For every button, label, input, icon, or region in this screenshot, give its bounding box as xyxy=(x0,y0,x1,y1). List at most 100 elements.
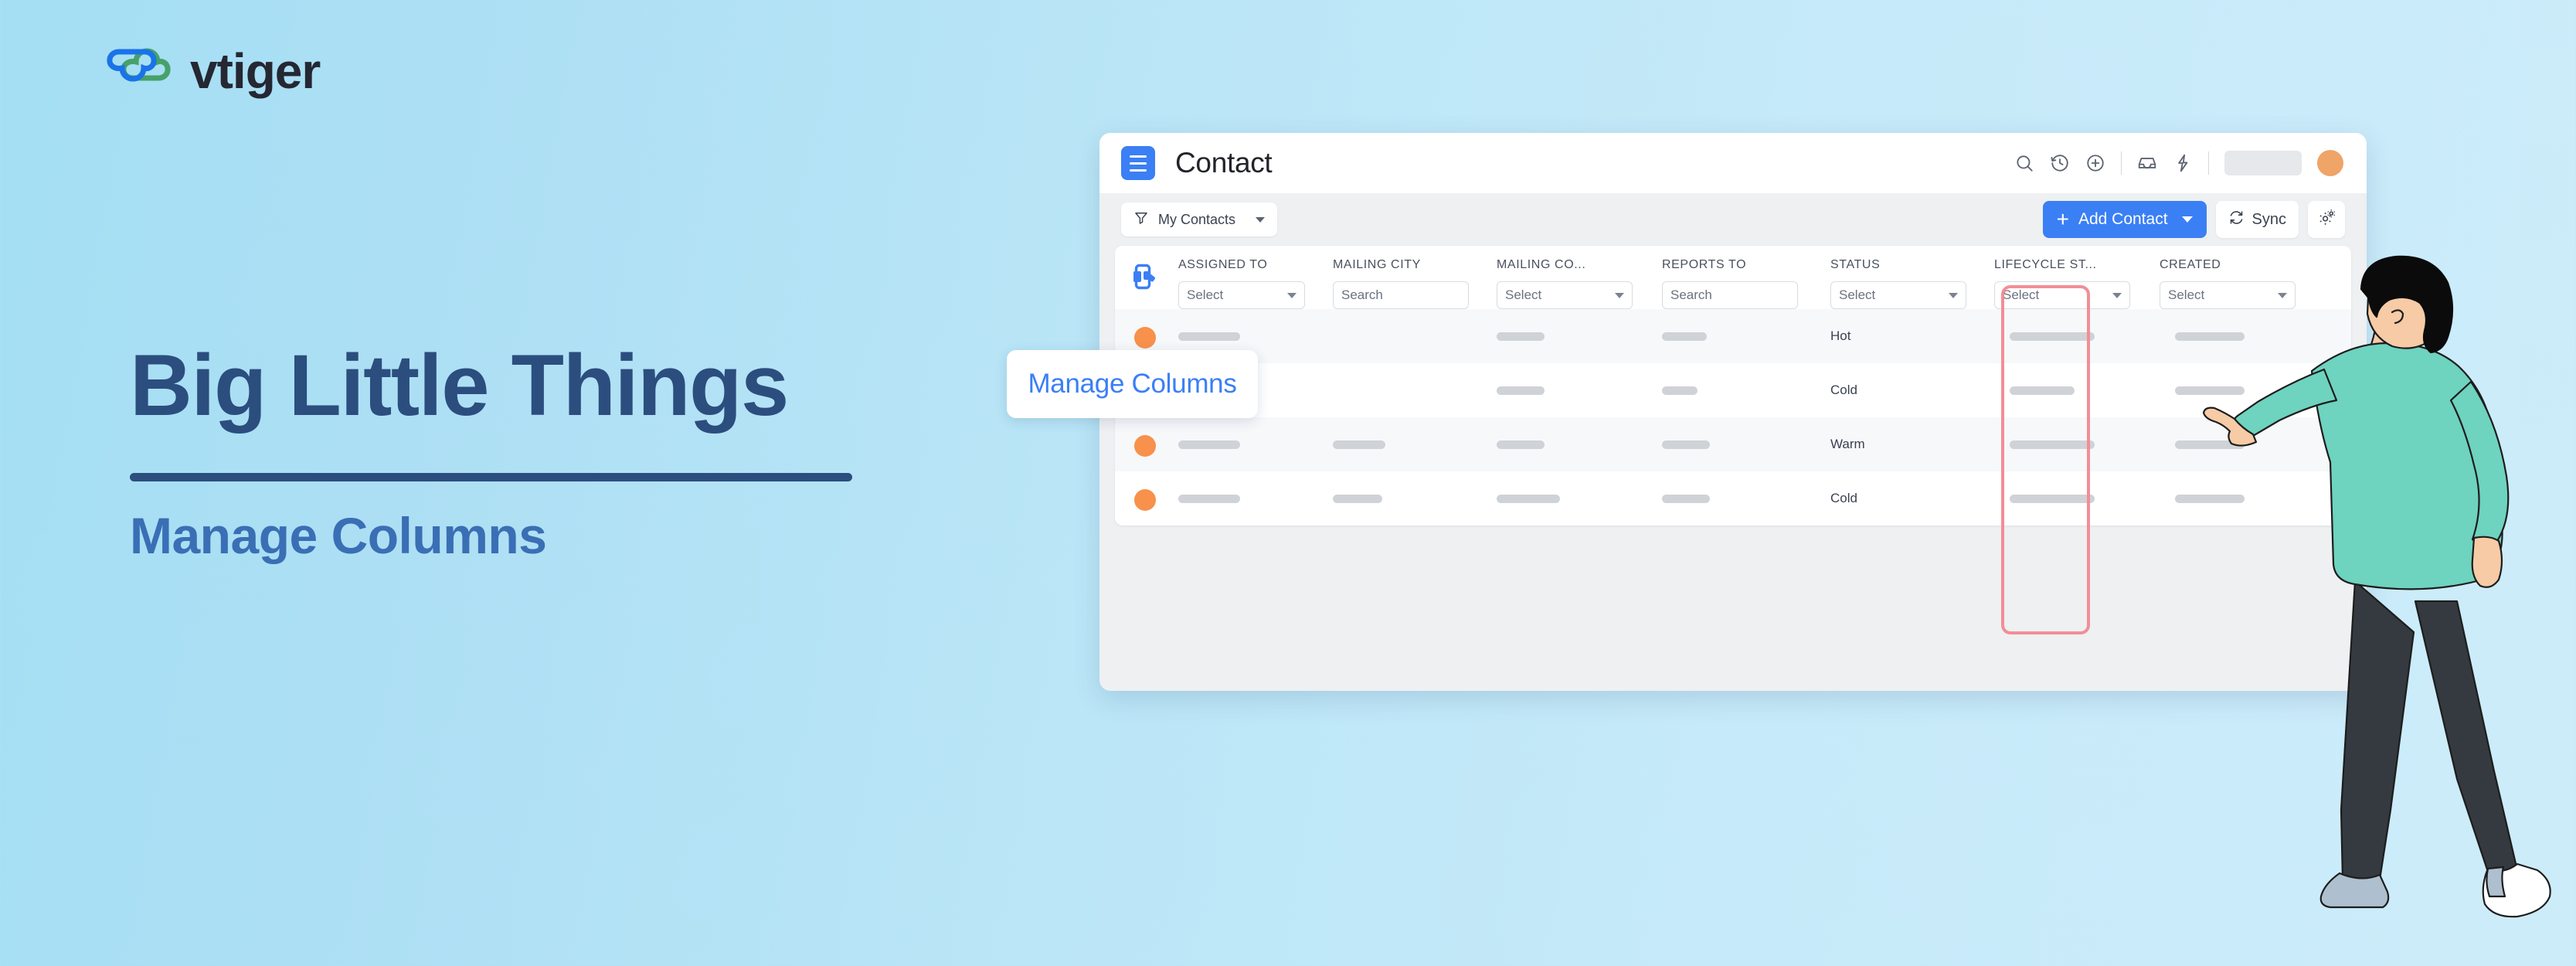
filter-mailing-country[interactable]: Select xyxy=(1497,281,1633,309)
created-placeholder xyxy=(2175,332,2245,341)
column-mailing-country[interactable]: MAILING CO... Select xyxy=(1494,258,1659,309)
column-label: MAILING CITY xyxy=(1333,258,1421,271)
reports-to-placeholder xyxy=(1662,332,1707,341)
reports-to-placeholder xyxy=(1662,494,1710,503)
search-input[interactable] xyxy=(2224,151,2302,175)
settings-button[interactable] xyxy=(2308,201,2345,238)
assigned-to-placeholder xyxy=(1178,494,1240,503)
avatar xyxy=(1134,489,1156,511)
created-placeholder xyxy=(2175,494,2245,503)
mailing-country-placeholder xyxy=(1497,332,1545,341)
promo-divider xyxy=(130,473,852,481)
filter-reports-to[interactable]: Search xyxy=(1662,281,1798,309)
column-lifecycle-stage[interactable]: LIFECYCLE ST... Select xyxy=(1991,258,2156,309)
chevron-down-icon[interactable] xyxy=(2181,216,2193,223)
plus-circle-icon[interactable] xyxy=(2085,153,2105,173)
avatar xyxy=(1134,435,1156,457)
reports-to-placeholder xyxy=(1662,386,1698,395)
status-value: Cold xyxy=(1830,383,1857,397)
brand-name: vtiger xyxy=(190,43,321,99)
header-actions xyxy=(2014,150,2343,176)
filter-value: Select xyxy=(1187,287,1224,302)
chevron-down-icon xyxy=(2278,292,2287,298)
lifecycle-placeholder xyxy=(2010,494,2095,503)
page-title: Contact xyxy=(1175,147,1273,179)
mailing-country-placeholder xyxy=(1497,440,1545,449)
gears-settings-icon xyxy=(2318,209,2336,230)
column-created[interactable]: CREATED Select xyxy=(2156,258,2311,309)
column-label: CREATED xyxy=(2160,258,2221,271)
column-mailing-city[interactable]: MAILING CITY Search xyxy=(1330,258,1494,309)
app-window: Contact xyxy=(1099,133,2367,691)
table-row[interactable]: Warm xyxy=(1115,417,2351,471)
chevron-down-icon xyxy=(1949,292,1958,298)
lifecycle-placeholder xyxy=(2010,440,2095,449)
table-row[interactable]: Hot xyxy=(1115,309,2351,363)
filter-status[interactable]: Select xyxy=(1830,281,1966,309)
status-value: Cold xyxy=(1830,491,1857,505)
mailing-country-placeholder xyxy=(1497,386,1545,395)
status-value: Warm xyxy=(1830,437,1865,451)
clock-history-icon[interactable] xyxy=(2050,153,2070,173)
filter-value: Search xyxy=(1341,287,1383,302)
avatar xyxy=(1134,327,1156,349)
hamburger-menu-icon[interactable] xyxy=(1121,146,1155,180)
chevron-down-icon xyxy=(2112,292,2122,298)
add-contact-button[interactable]: + Add Contact xyxy=(2042,201,2207,238)
manage-columns-tooltip: Manage Columns xyxy=(1007,350,1258,418)
sync-button[interactable]: Sync xyxy=(2215,201,2299,238)
vtiger-cloud-logo-icon xyxy=(99,45,179,97)
person-pointing-illustration xyxy=(2202,255,2576,966)
reports-to-placeholder xyxy=(1662,440,1710,449)
view-filter-label: My Contacts xyxy=(1158,211,1236,227)
lifecycle-placeholder xyxy=(2010,332,2095,341)
column-assigned-to[interactable]: ASSIGNED TO Select xyxy=(1175,258,1330,309)
filter-value: Select xyxy=(2003,287,2040,302)
status-value: Hot xyxy=(1830,328,1851,343)
lightning-bolt-icon[interactable] xyxy=(2173,153,2193,173)
filter-mailing-city[interactable]: Search xyxy=(1333,281,1469,309)
mailing-country-placeholder xyxy=(1497,494,1560,503)
mailing-city-placeholder xyxy=(1333,440,1385,449)
view-filter-dropdown[interactable]: My Contacts xyxy=(1121,202,1278,236)
created-placeholder xyxy=(2175,386,2245,395)
assigned-to-placeholder xyxy=(1178,440,1240,449)
column-reports-to[interactable]: REPORTS TO Search xyxy=(1659,258,1827,309)
column-label: LIFECYCLE ST... xyxy=(1994,258,2097,271)
user-avatar[interactable] xyxy=(2317,150,2343,176)
column-label: ASSIGNED TO xyxy=(1178,258,1268,271)
filter-created[interactable]: Select xyxy=(2160,281,2296,309)
refresh-sync-icon xyxy=(2228,209,2245,230)
column-status[interactable]: STATUS Select xyxy=(1827,258,1991,309)
filter-value: Select xyxy=(1839,287,1876,302)
manage-columns-tooltip-label: Manage Columns xyxy=(1028,369,1237,399)
brand-logo: vtiger xyxy=(99,43,321,99)
contacts-table: ASSIGNED TO Select MAILING CITY Search M… xyxy=(1115,246,2351,526)
promo-subhead: Manage Columns xyxy=(130,507,547,564)
filter-value: Select xyxy=(2168,287,2205,302)
assigned-to-placeholder xyxy=(1178,332,1240,341)
app-header: Contact xyxy=(1099,133,2367,193)
plus-icon: + xyxy=(2056,207,2069,231)
filter-lifecycle-stage[interactable]: Select xyxy=(1994,281,2130,309)
table-row[interactable]: Cold xyxy=(1115,471,2351,526)
add-contact-label: Add Contact xyxy=(2078,210,2168,228)
lifecycle-placeholder xyxy=(2010,386,2075,395)
filter-assigned-to[interactable]: Select xyxy=(1178,281,1305,309)
toolbar-actions: + Add Contact Sync xyxy=(2042,201,2345,238)
header-divider xyxy=(2208,151,2209,175)
search-icon[interactable] xyxy=(2014,153,2034,173)
inbox-icon[interactable] xyxy=(2137,153,2157,173)
created-placeholder xyxy=(2175,440,2245,449)
funnel-filter-icon xyxy=(1133,210,1149,230)
promo-headline: Big Little Things xyxy=(130,337,789,434)
table-row[interactable]: Cold xyxy=(1115,363,2351,417)
table-header-row: ASSIGNED TO Select MAILING CITY Search M… xyxy=(1115,246,2351,309)
list-toolbar: My Contacts + Add Contact Sync xyxy=(1099,193,2367,246)
filter-value: Select xyxy=(1505,287,1542,302)
chevron-down-icon xyxy=(1615,292,1624,298)
filter-value: Search xyxy=(1670,287,1712,302)
sync-label: Sync xyxy=(2251,210,2286,228)
chevron-down-icon xyxy=(1287,292,1296,298)
manage-columns-icon[interactable] xyxy=(1115,258,1175,292)
